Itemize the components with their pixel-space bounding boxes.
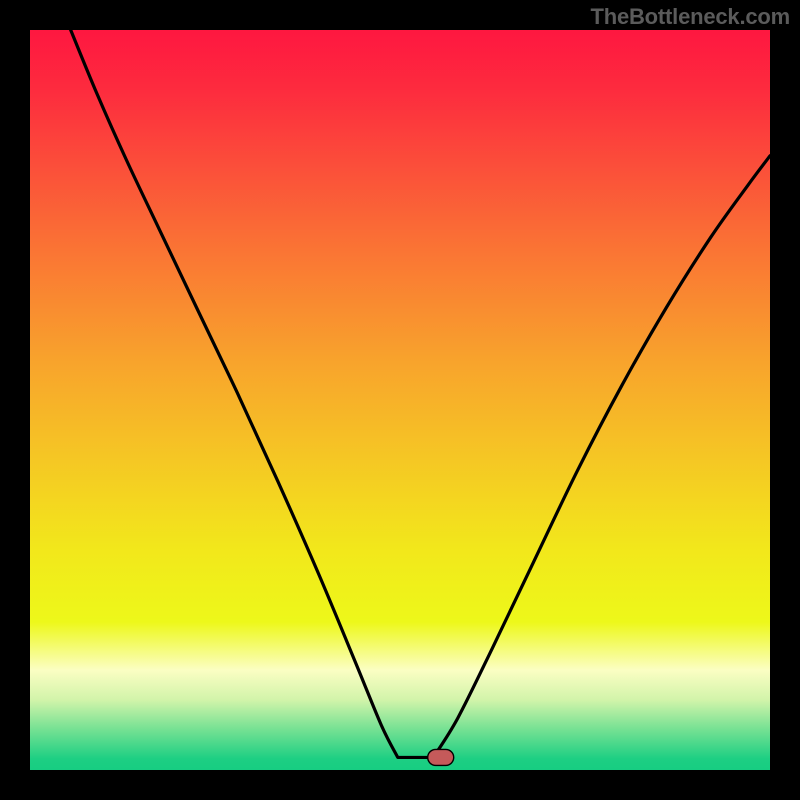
chart-stage: TheBottleneck.com bbox=[0, 0, 800, 800]
optimum-marker bbox=[428, 749, 454, 765]
plot-background bbox=[30, 30, 770, 770]
watermark-text: TheBottleneck.com bbox=[590, 4, 790, 30]
chart-svg bbox=[0, 0, 800, 800]
